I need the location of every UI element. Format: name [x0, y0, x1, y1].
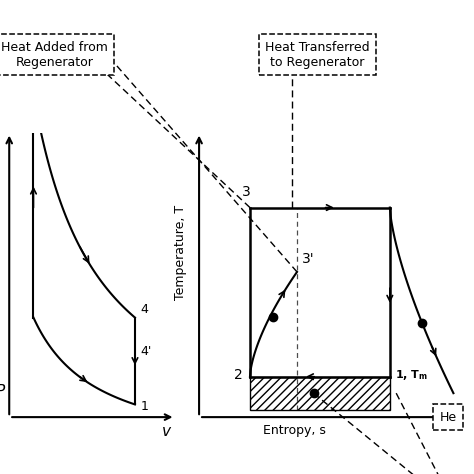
Text: 2: 2	[234, 368, 242, 382]
Text: 1: 1	[140, 400, 148, 413]
Text: P: P	[0, 384, 5, 399]
Text: $\mathbf{1,\,T_m}$: $\mathbf{1,\,T_m}$	[395, 368, 428, 382]
Text: 4: 4	[140, 303, 148, 316]
Text: Entropy, s: Entropy, s	[263, 424, 326, 437]
Text: Temperature, T: Temperature, T	[173, 205, 186, 301]
Text: v: v	[162, 424, 171, 438]
Text: Heat Transferred
to Regenerator: Heat Transferred to Regenerator	[265, 40, 370, 69]
Text: 3: 3	[242, 184, 250, 199]
Text: 3': 3'	[302, 252, 315, 266]
Text: He: He	[439, 410, 456, 424]
Text: Heat Added from
Regenerator: Heat Added from Regenerator	[1, 40, 108, 69]
Text: 4': 4'	[140, 346, 152, 358]
